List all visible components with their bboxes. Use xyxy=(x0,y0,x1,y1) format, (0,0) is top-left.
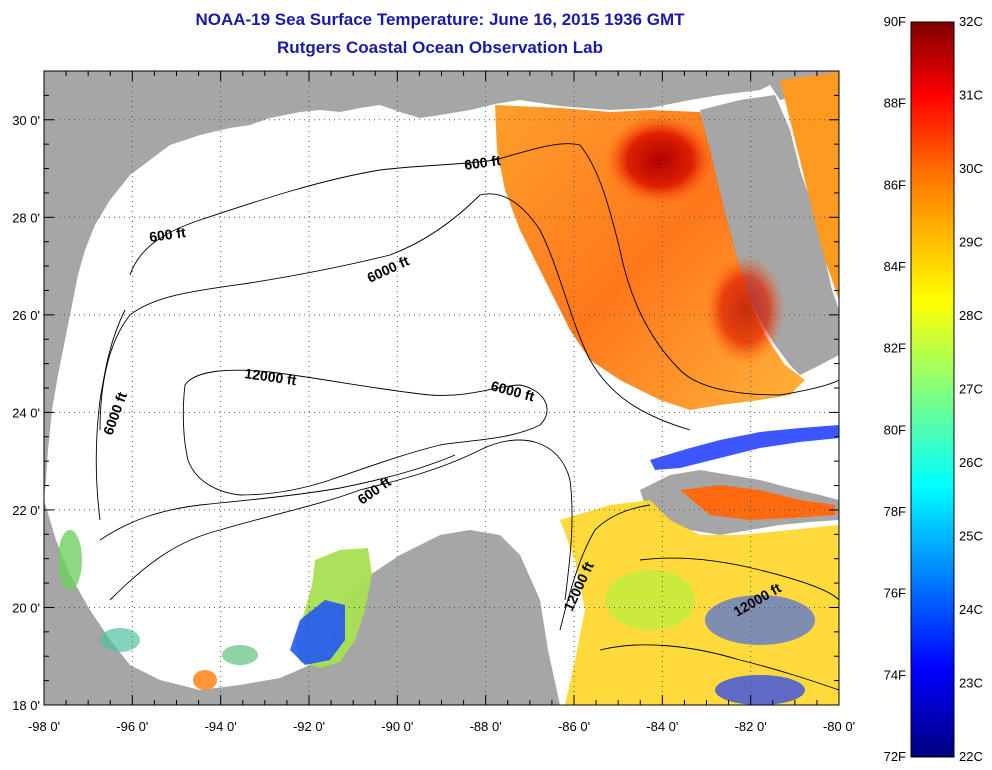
colorbar-f-label: 72F xyxy=(884,749,906,764)
contour-caribbean-2 xyxy=(599,644,839,691)
land-north xyxy=(44,71,839,500)
contour-6000ft-mexico xyxy=(99,454,456,541)
lon-tick-label: -88 0' xyxy=(470,719,502,734)
colorbar-f-label: 76F xyxy=(884,586,906,601)
colorbar-labels: 90F 88F 86F 84F 82F 80F 78F 76F 74F 72F 32C 31C 30C 2… xyxy=(884,14,983,764)
contour-6000ft-north xyxy=(99,193,691,431)
sst-cool-caribbean xyxy=(705,595,815,645)
map-title: NOAA-19 Sea Surface Temperature: June 16… xyxy=(195,10,685,29)
colorbar-f-label: 74F xyxy=(884,667,906,682)
colorbar-gradient xyxy=(910,21,955,758)
sst-campeche-cool xyxy=(290,600,345,665)
sst-cool-south xyxy=(715,675,805,705)
land-mexico xyxy=(44,500,560,705)
lat-tick-label: 24 0' xyxy=(12,405,40,420)
colorbar-c-label: 30C xyxy=(959,161,983,176)
contour-600ft-west xyxy=(95,309,126,521)
sst-cuba-north-warm xyxy=(680,485,835,520)
colorbar-f-label: 84F xyxy=(884,259,906,274)
colorbar-c-label: 24C xyxy=(959,602,983,617)
colorbar-f-label: 78F xyxy=(884,504,906,519)
colorbar-c-label: 22C xyxy=(959,749,983,764)
sst-green-patch xyxy=(605,570,695,630)
sst-west-coast-patch-1 xyxy=(58,530,82,590)
lon-tick-label: -92 0' xyxy=(293,719,325,734)
sst-west-coast-patch-4 xyxy=(222,645,258,665)
contour-600ft-mexico xyxy=(109,439,573,601)
colorbar-f-label: 80F xyxy=(884,422,906,437)
colorbar-c-label: 28C xyxy=(959,308,983,323)
sst-hotspot-southwest-florida xyxy=(705,255,785,365)
colorbar-f-label: 90F xyxy=(884,14,906,29)
sst-caribbean xyxy=(560,500,839,705)
sst-west-coast-patch-3 xyxy=(193,670,217,690)
lon-tick-label: -82 0' xyxy=(735,719,767,734)
sst-atlantic-strip xyxy=(780,72,839,300)
contour-caribbean xyxy=(639,557,839,601)
colorbar-c-label: 26C xyxy=(959,455,983,470)
lat-tick-label: 18 0' xyxy=(12,698,40,713)
lon-tick-label: -86 0' xyxy=(558,719,590,734)
colorbar-c-label: 27C xyxy=(959,382,983,397)
lon-tick-label: -90 0' xyxy=(381,719,413,734)
lon-tick-label: -84 0' xyxy=(646,719,678,734)
lat-tick-label: 20 0' xyxy=(12,600,40,615)
colorbar-f-label: 88F xyxy=(884,96,906,111)
colorbar-c-label: 32C xyxy=(959,14,983,29)
lat-tick-label: 30 0' xyxy=(12,113,40,128)
sst-straits-cool xyxy=(650,425,839,470)
sst-hotspot-bigbend xyxy=(605,115,715,205)
colorbar-c-label: 23C xyxy=(959,676,983,691)
sst-west-coast-patch-2 xyxy=(100,628,140,652)
contour-12000ft-ring xyxy=(182,369,548,496)
colorbar-f-label: 86F xyxy=(884,177,906,192)
lat-tick-label: 22 0' xyxy=(12,503,40,518)
lat-tick-label: 26 0' xyxy=(12,308,40,323)
contour-label-3: 12000 ft xyxy=(244,365,298,388)
colorbar-c-label: 29C xyxy=(959,235,983,250)
lon-tick-label: -96 0' xyxy=(116,719,148,734)
contour-label-0: 600 ft xyxy=(148,224,187,245)
bathymetry-contours xyxy=(95,143,839,691)
axis-tick-labels: -98 0' -96 0' -94 0' -92 0' -90 0' -88 0' -86 … xyxy=(12,113,855,734)
lat-tick-label: 28 0' xyxy=(12,210,40,225)
lon-tick-label: -80 0' xyxy=(823,719,855,734)
land-florida xyxy=(700,95,839,375)
contour-label-1: 600 ft xyxy=(463,152,502,173)
map-subtitle: Rutgers Coastal Ocean Observation Lab xyxy=(277,38,603,57)
colorbar-c-label: 31C xyxy=(959,88,983,103)
contour-12000ft-channel xyxy=(559,504,651,631)
colorbar-f-label: 82F xyxy=(884,341,906,356)
contour-600ft-north xyxy=(129,143,839,396)
lon-tick-label: -98 0' xyxy=(28,719,60,734)
axis-ticks xyxy=(43,70,840,706)
colorbar-c-label: 25C xyxy=(959,529,983,544)
lon-tick-label: -94 0' xyxy=(205,719,237,734)
graticule xyxy=(44,71,839,705)
